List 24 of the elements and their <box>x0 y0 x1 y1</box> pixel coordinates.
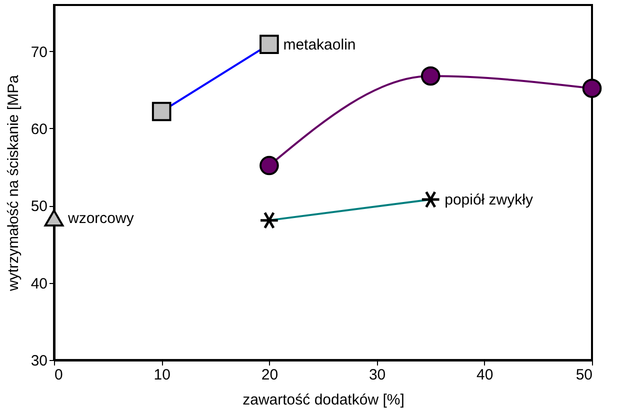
point <box>259 212 280 230</box>
y-tick-label: 40 <box>30 275 48 292</box>
series-label: metakaolin <box>283 36 356 54</box>
y-tick-label: 50 <box>30 198 48 216</box>
x-tick-label: 30 <box>368 366 386 384</box>
point <box>260 34 279 54</box>
y-tick-label: 70 <box>30 44 48 61</box>
x-tick-label: 50 <box>576 366 592 384</box>
point <box>420 190 441 208</box>
point <box>260 156 279 176</box>
y-axis-title: wytrzymałość na ściskanie [MPa <box>4 74 22 292</box>
y-tick-label: 60 <box>30 120 48 138</box>
x-tick-label: 0 <box>54 366 63 384</box>
x-tick-label: 20 <box>261 366 278 384</box>
x-tick-label: 40 <box>476 366 494 384</box>
point <box>44 210 64 226</box>
point <box>420 66 440 86</box>
y-tick-label: 30 <box>30 352 48 370</box>
point <box>152 102 172 122</box>
point <box>582 78 602 98</box>
x-axis-title: zawartość dodatków [%] <box>242 392 404 408</box>
series-label: wzorcowy <box>67 210 134 227</box>
x-tick-label: 10 <box>154 366 170 384</box>
series-label: popiół zwykły <box>444 191 534 208</box>
